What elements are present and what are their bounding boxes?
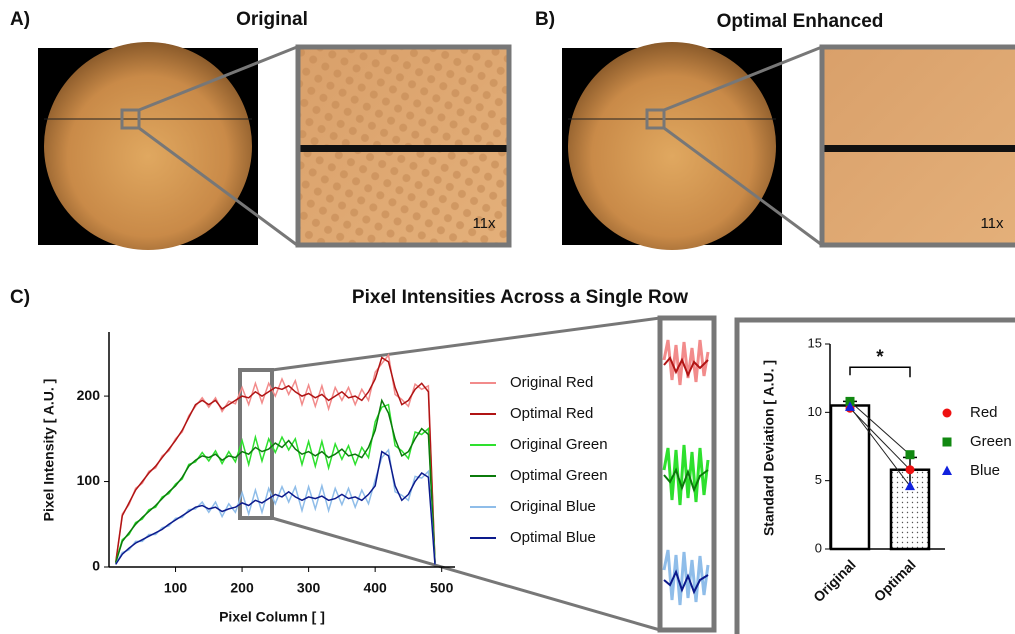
pair-line [849, 401, 911, 456]
zoom-line [271, 516, 661, 632]
x-tick-label: 200 [230, 580, 254, 596]
row-line [822, 145, 1015, 152]
y-tick-label: 0 [92, 558, 100, 574]
x-axis-label: Pixel Column [ ] [219, 609, 325, 625]
zoom-line [271, 316, 661, 372]
legend-label: Optimal Red [510, 405, 593, 422]
legend-label: Original Green [510, 436, 608, 453]
zoom-trace [662, 339, 710, 386]
roi [645, 108, 666, 130]
legend-marker [942, 408, 952, 418]
legend-label: Original Red [510, 374, 593, 391]
panel-title: Original [236, 9, 308, 30]
legend-label: Green [970, 433, 1012, 450]
point [905, 450, 915, 460]
series-line [114, 353, 436, 563]
bar [829, 404, 871, 551]
y-tick-label: 15 [808, 335, 822, 350]
significance-label: * [876, 347, 884, 368]
zoom-label: 11x [472, 215, 496, 232]
panel-title: Optimal Enhanced [717, 11, 884, 32]
zoom-trace [662, 444, 710, 506]
zoom-trace [663, 467, 709, 493]
y-axis-label: Standard Deviation [ A.U. ] [761, 360, 777, 536]
legend-label: Original Blue [510, 498, 596, 515]
panels: A) Original 11x B) Optimal Enhanced 11x … [10, 9, 1015, 634]
y-tick-label: 0 [815, 540, 822, 555]
panel-label: B) [535, 9, 555, 30]
zoom-trace [663, 569, 709, 595]
zoom-line [138, 45, 298, 112]
y-axis-label: Pixel Intensity [ A.U. ] [41, 379, 57, 522]
roi [120, 108, 141, 130]
series-line [114, 356, 436, 563]
point [905, 465, 915, 475]
inset-frame [734, 317, 1015, 634]
pair-line [849, 407, 911, 471]
fundus [568, 42, 776, 250]
chart-title: Pixel Intensities Across a Single Row [352, 287, 688, 308]
pair-line [849, 406, 911, 487]
y-tick-label: 100 [77, 472, 101, 488]
fundus [44, 42, 252, 250]
x-tick-label: 400 [363, 580, 387, 596]
legend-label: Optimal Blue [510, 529, 596, 546]
zoom-line [663, 126, 823, 247]
series-line [115, 450, 436, 565]
x-tick-label: 500 [430, 580, 454, 596]
legend-label: Red [970, 404, 998, 421]
y-tick-label: 10 [808, 404, 822, 419]
panel-label: A) [10, 9, 30, 30]
series-line [115, 448, 436, 565]
zoom-frame [819, 44, 1015, 248]
series-line [114, 403, 436, 563]
legend-label: Optimal Green [510, 467, 608, 484]
zoom-label: 11x [980, 215, 1004, 232]
point [905, 480, 915, 491]
zoom-line [138, 126, 298, 247]
legend-marker [942, 437, 952, 447]
y-tick-label: 5 [815, 472, 822, 487]
legend-marker [942, 465, 952, 475]
point [845, 401, 855, 411]
x-tick-label: 100 [164, 580, 188, 596]
series-line [114, 398, 436, 563]
panel-label: C) [10, 287, 30, 308]
y-tick-label: 200 [77, 387, 101, 403]
x-tick-label: 300 [297, 580, 321, 596]
zoom-frame [295, 44, 512, 248]
row-line [298, 145, 509, 152]
zoom-trace [663, 356, 709, 378]
zoom-trace [662, 549, 710, 606]
zoom-line [663, 45, 823, 112]
significance-bracket [849, 366, 911, 378]
legend-label: Blue [970, 462, 1000, 479]
